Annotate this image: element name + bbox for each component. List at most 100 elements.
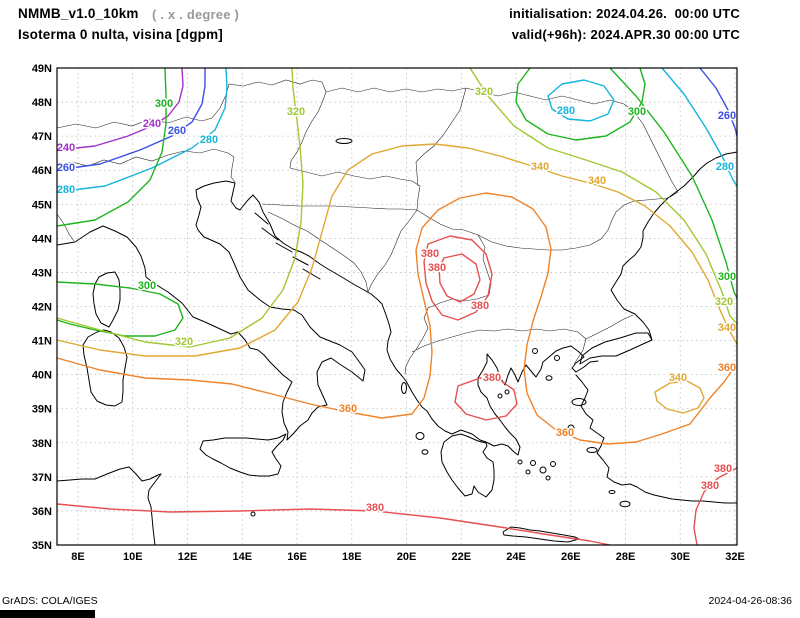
lon-tick-label: 18E: [342, 551, 362, 563]
contour-280-carpathian: [547, 79, 615, 122]
contour-label: 340: [588, 175, 606, 187]
contour-320-west: [56, 67, 304, 348]
contour-label: 340: [718, 322, 736, 334]
lon-tick-label: 24E: [506, 551, 526, 563]
country-borders: [56, 79, 679, 375]
contour-340-main: [56, 143, 738, 357]
lon-tick-label: 30E: [670, 551, 690, 563]
lon-tick-label: 20E: [397, 551, 417, 563]
lat-tick-label: 38N: [32, 438, 52, 450]
contour-label: 320: [715, 296, 733, 308]
lat-tick-label: 49N: [32, 63, 52, 75]
contour-320-ne: [469, 67, 738, 325]
map-frame: [56, 67, 738, 546]
contour-label: 280: [716, 161, 734, 173]
contour-380-balkan-outer: [423, 235, 493, 321]
valid-time: valid(+96h): 2024.APR.30 00:00 UTC: [511, 27, 740, 42]
lon-tick-label: 28E: [616, 551, 636, 563]
lat-tick-label: 43N: [32, 267, 52, 279]
lon-tick-label: 14E: [232, 551, 252, 563]
coastline-peloponnese: [440, 433, 495, 498]
lat-tick-label: 37N: [32, 472, 52, 484]
island-sardinia: [82, 329, 128, 407]
contour-label: 380: [428, 262, 446, 274]
field-title: Isoterma 0 nulta, visina [dgpm]: [18, 27, 223, 42]
lat-tick-label: 39N: [32, 404, 52, 416]
contour-label: 320: [287, 106, 305, 118]
lon-tick-label: 10E: [123, 551, 143, 563]
island-crete: [502, 526, 580, 543]
contour-value-labels: 240 240 260 260 260 280 280 280 280 300 300 300 300 3…: [55, 85, 737, 516]
initialisation-time: initialisation: 2024.04.26. 00:00 UTC: [509, 6, 740, 21]
coastlines: [56, 138, 738, 546]
lat-tick-label: 35N: [32, 540, 52, 552]
lat-tick-label: 46N: [32, 165, 52, 177]
contour-label: 360: [339, 403, 357, 415]
creation-timestamp: 2024-04-26-08:36: [708, 595, 792, 607]
contour-label: 380: [471, 300, 489, 312]
contour-label: 360: [718, 362, 736, 374]
lat-tick-label: 44N: [32, 233, 52, 245]
island-sicily: [199, 433, 287, 477]
contour-300-alps: [56, 67, 167, 227]
contour-240-alps: [56, 67, 184, 151]
coastline-black-sea: [610, 151, 738, 341]
aegean-islands: [250, 138, 631, 517]
contour-280-ne: [661, 67, 738, 187]
bottom-black-bar: [0, 610, 95, 618]
lon-tick-label: 16E: [287, 551, 307, 563]
contour-lines: [56, 67, 738, 546]
lon-tick-label: 22E: [451, 551, 471, 563]
coastline-italy-balkans: [56, 180, 599, 456]
contour-280-alps: [56, 67, 228, 193]
contour-label: 280: [557, 105, 575, 117]
contour-label: 380: [701, 480, 719, 492]
contour-label: 380: [714, 463, 732, 475]
lon-tick-label: 32E: [725, 551, 745, 563]
contour-label: 300: [628, 106, 646, 118]
contour-label: 320: [475, 86, 493, 98]
contour-label: 240: [57, 142, 75, 154]
contour-label: 280: [57, 184, 75, 196]
contour-label: 380: [483, 372, 501, 384]
contour-label: 300: [718, 271, 736, 283]
border-lines: [56, 79, 679, 375]
contour-label: 260: [718, 110, 736, 122]
contour-300-carpathian: [515, 67, 646, 141]
lat-tick-label: 45N: [32, 199, 52, 211]
contour-label: 340: [531, 161, 549, 173]
lat-tick-label: 36N: [32, 506, 52, 518]
lon-tick-label: 26E: [561, 551, 581, 563]
lon-tick-label: 12E: [178, 551, 198, 563]
contour-380-aegean: [454, 377, 518, 421]
contour-300-liguria: [56, 281, 184, 337]
contour-340-anatolia-min: [654, 380, 705, 414]
contour-360-main: [56, 192, 738, 445]
island-corsica: [92, 271, 121, 328]
contour-300-ne: [609, 67, 738, 299]
lon-tick-label: 8E: [71, 551, 84, 563]
contour-380-se-corner: [693, 467, 738, 546]
croatian-islands: [254, 212, 321, 280]
lat-tick-label: 40N: [32, 370, 52, 382]
coastline-north-africa: [56, 466, 162, 546]
coastline-marmara: [579, 332, 653, 365]
lat-tick-label: 47N: [32, 131, 52, 143]
lat-tick-label: 48N: [32, 97, 52, 109]
lat-tick-label: 41N: [32, 336, 52, 348]
contour-label: 360: [556, 427, 574, 439]
contour-380-balkan-inner: [438, 253, 481, 303]
lat-tick-label: 42N: [32, 301, 52, 313]
model-title: NMMB_v1.0_10km: [18, 6, 139, 21]
contour-260-ne: [699, 67, 738, 137]
gridlines: [57, 67, 737, 546]
contour-380-south: [56, 503, 611, 546]
coastline-turkey-aegean: [575, 374, 738, 504]
contour-label: 240: [143, 118, 161, 130]
contour-label: 340: [669, 372, 687, 384]
axis-tick-labels: 8E 10E 12E 14E 16E 18E 20E 22E 24E 26E 28E 30E 32E 49…: [32, 63, 745, 563]
contour-260-alps: [56, 67, 206, 171]
contour-label: 280: [200, 134, 218, 146]
contour-label: 260: [57, 162, 75, 174]
